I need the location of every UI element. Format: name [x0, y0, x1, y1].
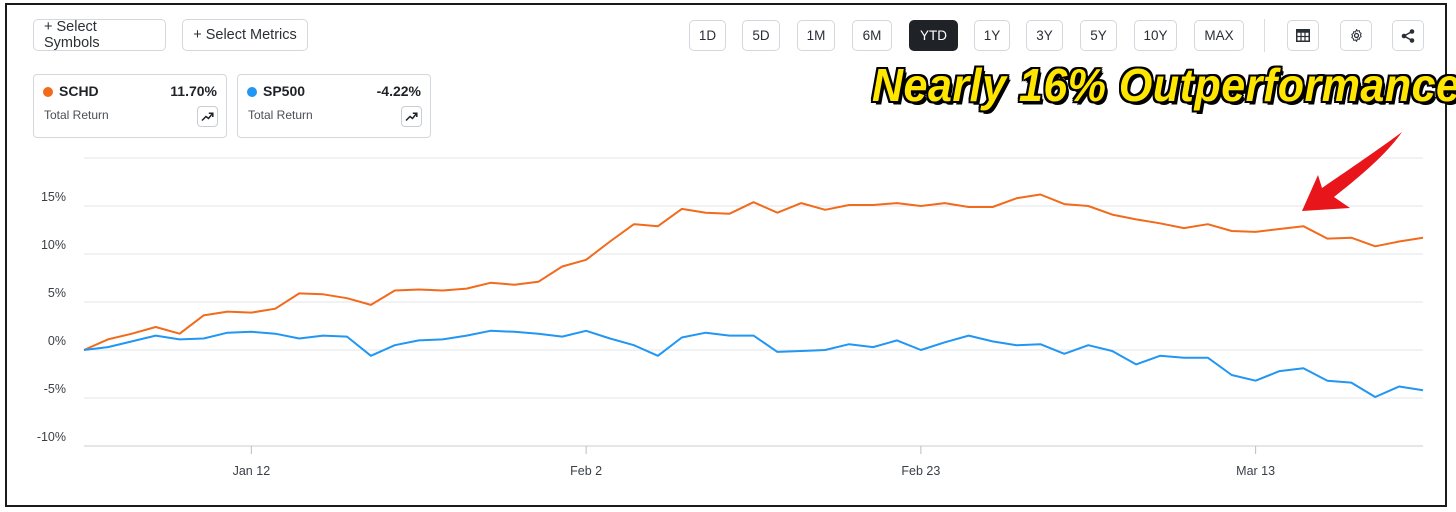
x-tick-label: Feb 2	[570, 464, 602, 478]
legend-card-schd[interactable]: SCHD 11.70% Total Return	[33, 74, 227, 138]
series-line-sp500	[83, 329, 1424, 398]
card-value: -4.22%	[376, 83, 421, 99]
series-color-dot	[43, 87, 53, 97]
table-icon	[1296, 29, 1310, 42]
x-tick-label: Mar 13	[1236, 464, 1275, 478]
annotation-arrow	[1302, 132, 1402, 211]
trend-button[interactable]	[197, 106, 218, 127]
range-3y-button[interactable]: 3Y	[1026, 20, 1063, 51]
y-tick-label: 15%	[41, 190, 66, 204]
range-ytd-button[interactable]: YTD	[909, 20, 958, 51]
range-6m-button[interactable]: 6M	[852, 20, 892, 51]
range-1d-button[interactable]: 1D	[689, 20, 726, 51]
range-10y-button[interactable]: 10Y	[1134, 20, 1177, 51]
trend-up-icon	[201, 112, 214, 122]
y-tick-label: 10%	[41, 238, 66, 252]
gear-icon	[1350, 29, 1362, 42]
range-max-button[interactable]: MAX	[1194, 20, 1244, 51]
select-symbols-button[interactable]: + Select Symbols	[33, 19, 166, 51]
x-tick-label: Feb 23	[901, 464, 940, 478]
y-tick-label: 0%	[48, 334, 66, 348]
y-tick-label: -10%	[37, 430, 66, 444]
card-symbol: SP500	[263, 83, 306, 99]
table-view-button[interactable]	[1287, 20, 1319, 51]
series-color-dot	[247, 87, 257, 97]
annotation-text: Nearly 16% Outperformance	[872, 60, 1456, 112]
card-label: Total Return	[44, 108, 109, 122]
card-value: 11.70%	[170, 83, 217, 99]
range-5d-button[interactable]: 5D	[742, 20, 780, 51]
share-button[interactable]	[1392, 20, 1424, 51]
share-icon	[1401, 28, 1415, 43]
trend-up-icon	[405, 112, 418, 122]
legend-card-sp500[interactable]: SP500 -4.22% Total Return	[237, 74, 431, 138]
card-label: Total Return	[248, 108, 313, 122]
card-symbol: SCHD	[59, 83, 99, 99]
series-line-schd	[83, 193, 1424, 351]
select-metrics-button[interactable]: + Select Metrics	[182, 19, 308, 51]
toolbar-divider	[1264, 19, 1265, 52]
range-1y-button[interactable]: 1Y	[974, 20, 1010, 51]
y-tick-label: 5%	[48, 286, 66, 300]
range-1m-button[interactable]: 1M	[797, 20, 835, 51]
settings-button[interactable]	[1340, 20, 1372, 51]
trend-button[interactable]	[401, 106, 422, 127]
x-tick-label: Jan 12	[233, 464, 271, 478]
y-tick-label: -5%	[44, 382, 66, 396]
range-5y-button[interactable]: 5Y	[1080, 20, 1117, 51]
